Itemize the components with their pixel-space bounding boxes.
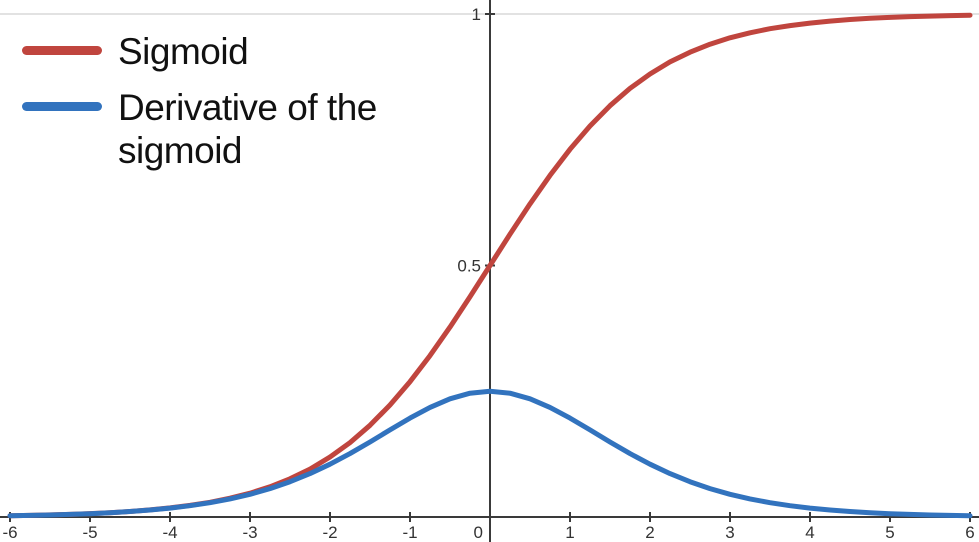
x-tick-label: 0	[474, 523, 483, 542]
y-tick-label: 1	[472, 5, 481, 24]
x-tick-label: 3	[725, 523, 734, 542]
legend-item-sigmoid: Sigmoid	[22, 30, 390, 74]
x-tick-label: -6	[2, 523, 17, 542]
legend-item-derivative: Derivative of the sigmoid	[22, 86, 390, 173]
x-tick-label: -1	[402, 523, 417, 542]
derivative-curve	[7, 388, 973, 519]
x-tick-label: -2	[322, 523, 337, 542]
x-tick-label: 2	[645, 523, 654, 542]
legend-label-sigmoid: Sigmoid	[118, 31, 249, 72]
x-tick-label: 5	[885, 523, 894, 542]
x-tick-label: 4	[805, 523, 814, 542]
legend-line-derivative	[22, 101, 102, 111]
x-tick-label: -4	[162, 523, 177, 542]
legend: Sigmoid Derivative of the sigmoid	[22, 30, 390, 173]
y-tick-label: 0.5	[457, 257, 481, 276]
legend-label-derivative: Derivative of the sigmoid	[118, 86, 377, 172]
x-tick-label: -3	[242, 523, 257, 542]
x-tick-label: -5	[82, 523, 97, 542]
legend-line-sigmoid	[22, 46, 102, 55]
x-tick-label: 6	[965, 523, 974, 542]
x-tick-label: 1	[565, 523, 574, 542]
